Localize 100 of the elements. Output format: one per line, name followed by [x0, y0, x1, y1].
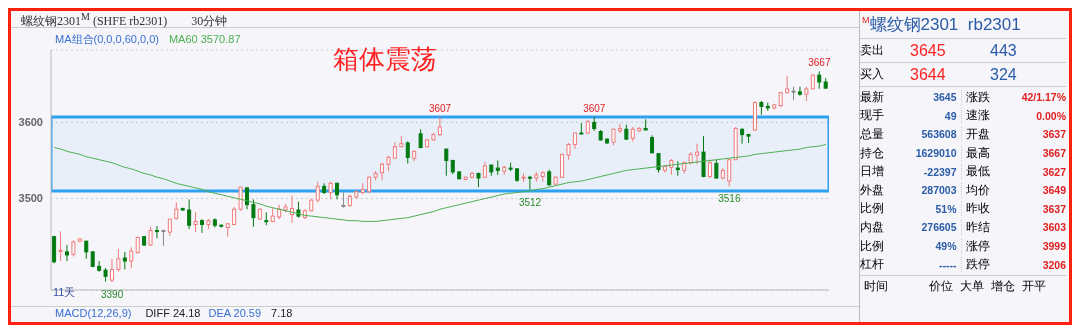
candlestick [714, 159, 719, 180]
candlestick [97, 260, 102, 273]
text: 内盘 [860, 219, 885, 235]
text: 3206 [1041, 258, 1066, 271]
text: 563608 [920, 128, 958, 141]
line-series [53, 143, 827, 222]
text: DIFF 24.18 [145, 307, 201, 319]
candlestick [707, 159, 712, 179]
text: MA组合(0,0,0,60,0,0) [55, 33, 159, 45]
text: ----- [938, 258, 958, 271]
annotation: 3607 [583, 103, 606, 115]
text: 3649 [1041, 184, 1066, 197]
text: 7.18 [271, 307, 293, 319]
text: 最高 [960, 145, 1003, 161]
candlestick [444, 148, 449, 177]
text: 跌停 [960, 257, 1003, 273]
text: 买入 [860, 66, 885, 83]
text: 3999 [1041, 240, 1066, 253]
text: 比例 [860, 201, 885, 217]
candlestick [695, 143, 700, 165]
annotation: 3516 [718, 193, 741, 205]
candlestick [617, 123, 622, 134]
candlestick [187, 198, 192, 230]
text: -22397 [922, 165, 958, 178]
text: 1629010 [914, 147, 958, 160]
text: 49 [943, 109, 958, 122]
text: 昨结 [960, 219, 1003, 235]
candlestick [154, 225, 159, 239]
candlestick [740, 127, 745, 145]
candlestick [341, 191, 346, 209]
text: 443 [990, 41, 1017, 60]
text: 增仓 [991, 278, 1015, 294]
text: 最低 [960, 164, 1003, 180]
candlestick [58, 230, 63, 262]
text: 总量 [860, 127, 885, 142]
candlestick [315, 181, 320, 203]
annotation: 11天 [53, 285, 76, 300]
text: 持仓 [860, 145, 885, 161]
candlestick [109, 258, 114, 283]
text: 0.00% [1035, 109, 1066, 122]
text: 日增 [860, 164, 885, 180]
annotation: 箱体震荡 [333, 43, 437, 76]
text: 324 [990, 65, 1017, 84]
text: 涨停 [960, 238, 1003, 254]
text: 昨收 [960, 201, 1003, 217]
candlestick [64, 244, 69, 262]
chart-title: 螺纹钢2301$^{M}$ (SHFE rb2301) [21, 11, 168, 28]
text: 杠杆 [860, 257, 885, 273]
annotation: 3390 [100, 289, 124, 301]
text: 3645 [910, 41, 947, 60]
candlestick [251, 198, 256, 228]
candlestick [193, 211, 198, 233]
text: 3667 [1041, 147, 1066, 160]
candlestick [727, 158, 732, 187]
candlestick [527, 175, 532, 190]
text: 均价 [960, 182, 1003, 198]
text: MACD(12,26,9) [55, 307, 132, 319]
text: MA60 [168, 33, 198, 45]
text: 开盘 [960, 126, 1003, 142]
text: 3644 [910, 65, 947, 84]
candlestick [116, 248, 121, 273]
text: 3637 [1041, 128, 1066, 141]
text: 现手 [860, 108, 885, 124]
candlestick [785, 75, 790, 94]
annotation: 3667 [808, 57, 831, 69]
y-tick-label: 3500 [18, 192, 43, 205]
text: 276605 [920, 221, 958, 234]
text: 涨跌 [960, 89, 1003, 105]
candlestick [405, 140, 410, 165]
text: 51% [934, 202, 958, 215]
candlestick [199, 218, 204, 234]
text: 最新 [860, 89, 885, 105]
text: 大单 [960, 278, 984, 294]
text: 螺纹钢2301 rb2301 [869, 15, 1021, 34]
candlestick [148, 226, 153, 247]
text: 287003 [920, 184, 958, 197]
text: 比例 [860, 238, 885, 254]
chart-subtitle: 30分钟 [191, 14, 228, 28]
text: 时间 [864, 278, 888, 294]
text: 3627 [1041, 165, 1066, 178]
text: 3645 [932, 91, 958, 104]
candlestick [84, 239, 89, 260]
text: 42/1.17% [1020, 91, 1066, 104]
text: 3570.87 [200, 33, 241, 45]
text: 3603 [1041, 221, 1066, 234]
text: 速涨 [960, 108, 1003, 124]
candlestick [238, 186, 243, 212]
text: 外盘 [860, 182, 885, 198]
text: 价位 [929, 278, 953, 294]
text: 卖出 [860, 42, 885, 59]
annotation: 3512 [518, 196, 542, 208]
text: 49% [934, 240, 958, 253]
y-tick-label: 3600 [18, 116, 43, 129]
candlestick [797, 86, 802, 97]
text: 开平 [1022, 278, 1046, 294]
text: M [862, 15, 870, 26]
text: 3637 [1041, 202, 1066, 215]
candlestick [656, 153, 661, 174]
candlestick [437, 116, 442, 137]
text: DEA 20.59 [208, 307, 262, 319]
